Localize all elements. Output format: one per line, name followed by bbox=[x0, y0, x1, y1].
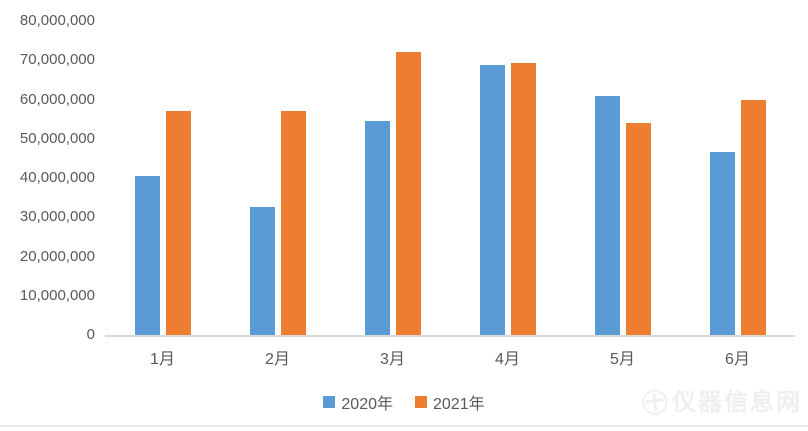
legend-swatch-2021-icon bbox=[415, 396, 427, 408]
bar-2021年-6月 bbox=[740, 100, 766, 335]
watermark: ㊉ 仪器信息网 bbox=[640, 386, 802, 420]
legend-entry-2020: 2020年 bbox=[323, 390, 393, 414]
bar-2021年-4月 bbox=[510, 63, 536, 335]
bar-2020年-6月 bbox=[709, 152, 735, 335]
bar-2020年-1月 bbox=[134, 176, 160, 335]
bar-2021年-5月 bbox=[625, 123, 651, 335]
y-axis-tick-label: 60,000,000 bbox=[19, 90, 95, 108]
bottom-border-divider bbox=[0, 425, 808, 427]
legend: 2020年 2021年 bbox=[0, 390, 808, 414]
bar-2021年-1月 bbox=[165, 111, 191, 335]
x-axis-line bbox=[105, 335, 795, 337]
bar-2020年-3月 bbox=[364, 121, 390, 335]
x-axis-label-3月: 3月 bbox=[380, 351, 405, 368]
bar-2020年-4月 bbox=[479, 65, 505, 335]
legend-swatch-2020-icon bbox=[323, 396, 336, 408]
y-axis-tick-label: 70,000,000 bbox=[19, 51, 95, 69]
watermark-text: 仪器信息网 bbox=[672, 389, 802, 416]
x-axis-label-2月: 2月 bbox=[265, 351, 290, 368]
legend-label-2021: 2021年 bbox=[433, 396, 485, 413]
y-axis-tick-label: 0 bbox=[86, 326, 95, 343]
x-axis-label-4月: 4月 bbox=[495, 351, 520, 368]
legend-label-2020: 2020年 bbox=[341, 396, 393, 413]
y-axis-tick-label: 20,000,000 bbox=[19, 247, 95, 265]
bar-2021年-2月 bbox=[280, 111, 306, 335]
bar-2020年-5月 bbox=[594, 96, 620, 335]
bar-2020年-2月 bbox=[249, 207, 275, 335]
x-axis-label-1月: 1月 bbox=[150, 351, 175, 368]
y-axis-tick-label: 30,000,000 bbox=[19, 208, 95, 226]
x-axis-label-6月: 6月 bbox=[725, 351, 750, 368]
x-axis-label-5月: 5月 bbox=[610, 351, 635, 368]
y-axis-tick-label: 10,000,000 bbox=[19, 286, 95, 304]
legend-entry-2021: 2021年 bbox=[415, 390, 485, 414]
y-axis-tick-label: 80,000,000 bbox=[19, 12, 95, 29]
y-axis-tick-label: 40,000,000 bbox=[19, 169, 95, 186]
bar-2021年-3月 bbox=[395, 52, 421, 335]
watermark-logo-icon: ㊉ bbox=[640, 386, 670, 420]
y-axis-tick-label: 50,000,000 bbox=[19, 129, 95, 147]
